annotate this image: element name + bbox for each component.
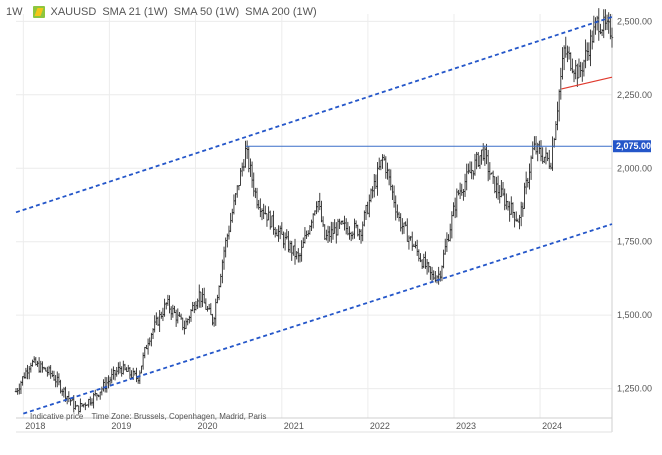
y-tick-label: 1,500.00: [617, 310, 652, 320]
timezone-text: Time Zone: Brussels, Copenhagen, Madrid,…: [91, 412, 267, 421]
upper-channel-line: [15, 16, 613, 214]
y-tick-label: 2,000.00: [617, 163, 652, 173]
chart-legend: 1W XAUUSD SMA 21 (1W) SMA 50 (1W) SMA 20…: [6, 6, 317, 18]
y-tick-label: 2,500.00: [617, 16, 652, 26]
sma200-label[interactable]: SMA 200 (1W): [245, 6, 317, 18]
timeframe-label[interactable]: 1W: [6, 6, 23, 18]
sma21-label[interactable]: SMA 21 (1W): [102, 6, 168, 18]
footer-note: Indicative price Time Zone: Brussels, Co…: [30, 412, 272, 421]
x-tick-label: 2021: [284, 421, 304, 431]
y-tick-label: 1,250.00: [617, 384, 652, 394]
lower-channel-line: [23, 223, 613, 415]
x-tick-label: 2022: [370, 421, 390, 431]
x-tick-label: 2018: [25, 421, 45, 431]
x-tick-label: 2024: [542, 421, 562, 431]
instrument-logo-icon: [32, 6, 45, 18]
x-tick-label: 2020: [197, 421, 217, 431]
sma50-label[interactable]: SMA 50 (1W): [173, 6, 240, 18]
indicative-price-text: Indicative price: [30, 412, 84, 421]
x-tick-label: 2019: [111, 421, 131, 431]
x-tick-label: 2023: [456, 421, 476, 431]
symbol-label[interactable]: XAUUSD: [50, 6, 97, 18]
red-trend-line: [561, 76, 613, 90]
price-tag-background: [613, 140, 651, 153]
y-tick-label: 2,250.00: [617, 90, 652, 100]
price-tag-label: 2,075.00: [616, 141, 651, 151]
y-tick-label: 1,750.00: [617, 237, 652, 247]
